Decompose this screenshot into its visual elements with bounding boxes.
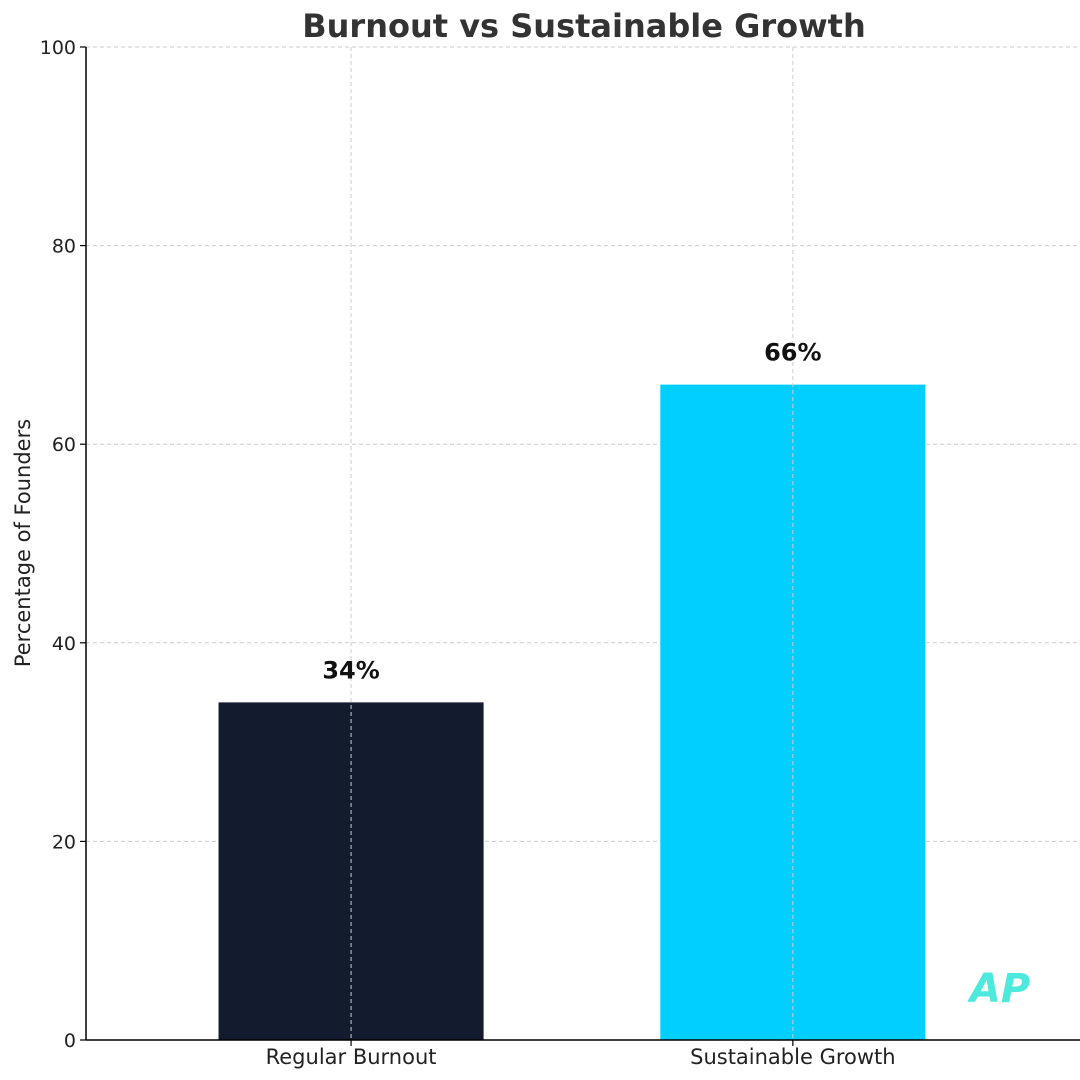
bars	[218, 384, 926, 1040]
chart-title: Burnout vs Sustainable Growth	[302, 7, 865, 45]
bar	[218, 702, 484, 1040]
x-tick-label: Sustainable Growth	[690, 1045, 895, 1069]
labels: 0 20 40 60 80 100 Regular Burnout 34% Sustainabl…	[40, 37, 896, 1069]
vertical-grid-lines	[350, 47, 794, 1040]
y-tick-label: 0	[64, 1030, 76, 1052]
y-tick-label: 20	[52, 831, 76, 853]
data-label: 66%	[764, 339, 821, 367]
x-tick-label: Regular Burnout	[266, 1045, 437, 1069]
watermark-logo: AP	[967, 966, 1030, 1012]
y-tick-label: 60	[52, 434, 76, 456]
y-tick-label: 80	[52, 236, 76, 258]
y-tick-label: 40	[52, 633, 76, 655]
y-tick-label: 100	[40, 37, 76, 59]
data-label: 34%	[322, 656, 379, 684]
y-axis-label: Percentage of Founders	[11, 419, 35, 667]
axes	[80, 46, 1080, 1046]
